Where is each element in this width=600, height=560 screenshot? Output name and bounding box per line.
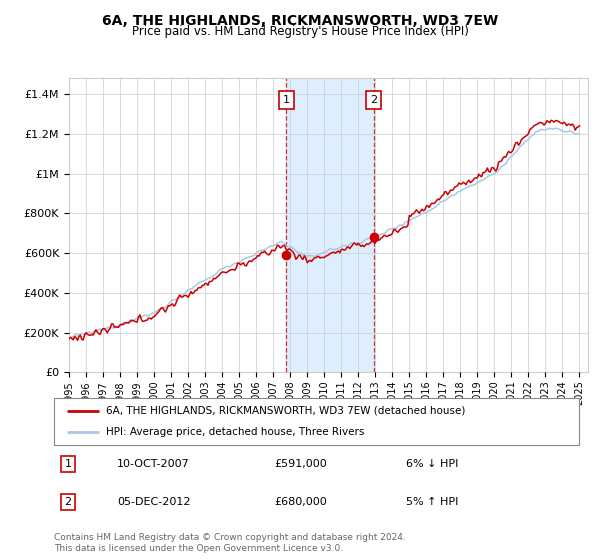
Text: 6A, THE HIGHLANDS, RICKMANSWORTH, WD3 7EW: 6A, THE HIGHLANDS, RICKMANSWORTH, WD3 7E… bbox=[102, 14, 498, 28]
Text: 1: 1 bbox=[283, 95, 290, 105]
Text: 6A, THE HIGHLANDS, RICKMANSWORTH, WD3 7EW (detached house): 6A, THE HIGHLANDS, RICKMANSWORTH, WD3 7E… bbox=[107, 406, 466, 416]
Text: 2: 2 bbox=[370, 95, 377, 105]
Text: 10-OCT-2007: 10-OCT-2007 bbox=[117, 459, 190, 469]
Bar bbox=[286, 78, 374, 372]
Text: 2: 2 bbox=[65, 497, 71, 507]
Text: 5% ↑ HPI: 5% ↑ HPI bbox=[406, 497, 458, 507]
Text: Contains HM Land Registry data © Crown copyright and database right 2024.
This d: Contains HM Land Registry data © Crown c… bbox=[54, 533, 406, 553]
Text: 1: 1 bbox=[65, 459, 71, 469]
Text: £680,000: £680,000 bbox=[275, 497, 327, 507]
Text: £591,000: £591,000 bbox=[275, 459, 327, 469]
Text: 05-DEC-2012: 05-DEC-2012 bbox=[117, 497, 191, 507]
Text: 6% ↓ HPI: 6% ↓ HPI bbox=[406, 459, 458, 469]
Text: Price paid vs. HM Land Registry's House Price Index (HPI): Price paid vs. HM Land Registry's House … bbox=[131, 25, 469, 38]
Text: HPI: Average price, detached house, Three Rivers: HPI: Average price, detached house, Thre… bbox=[107, 427, 365, 437]
